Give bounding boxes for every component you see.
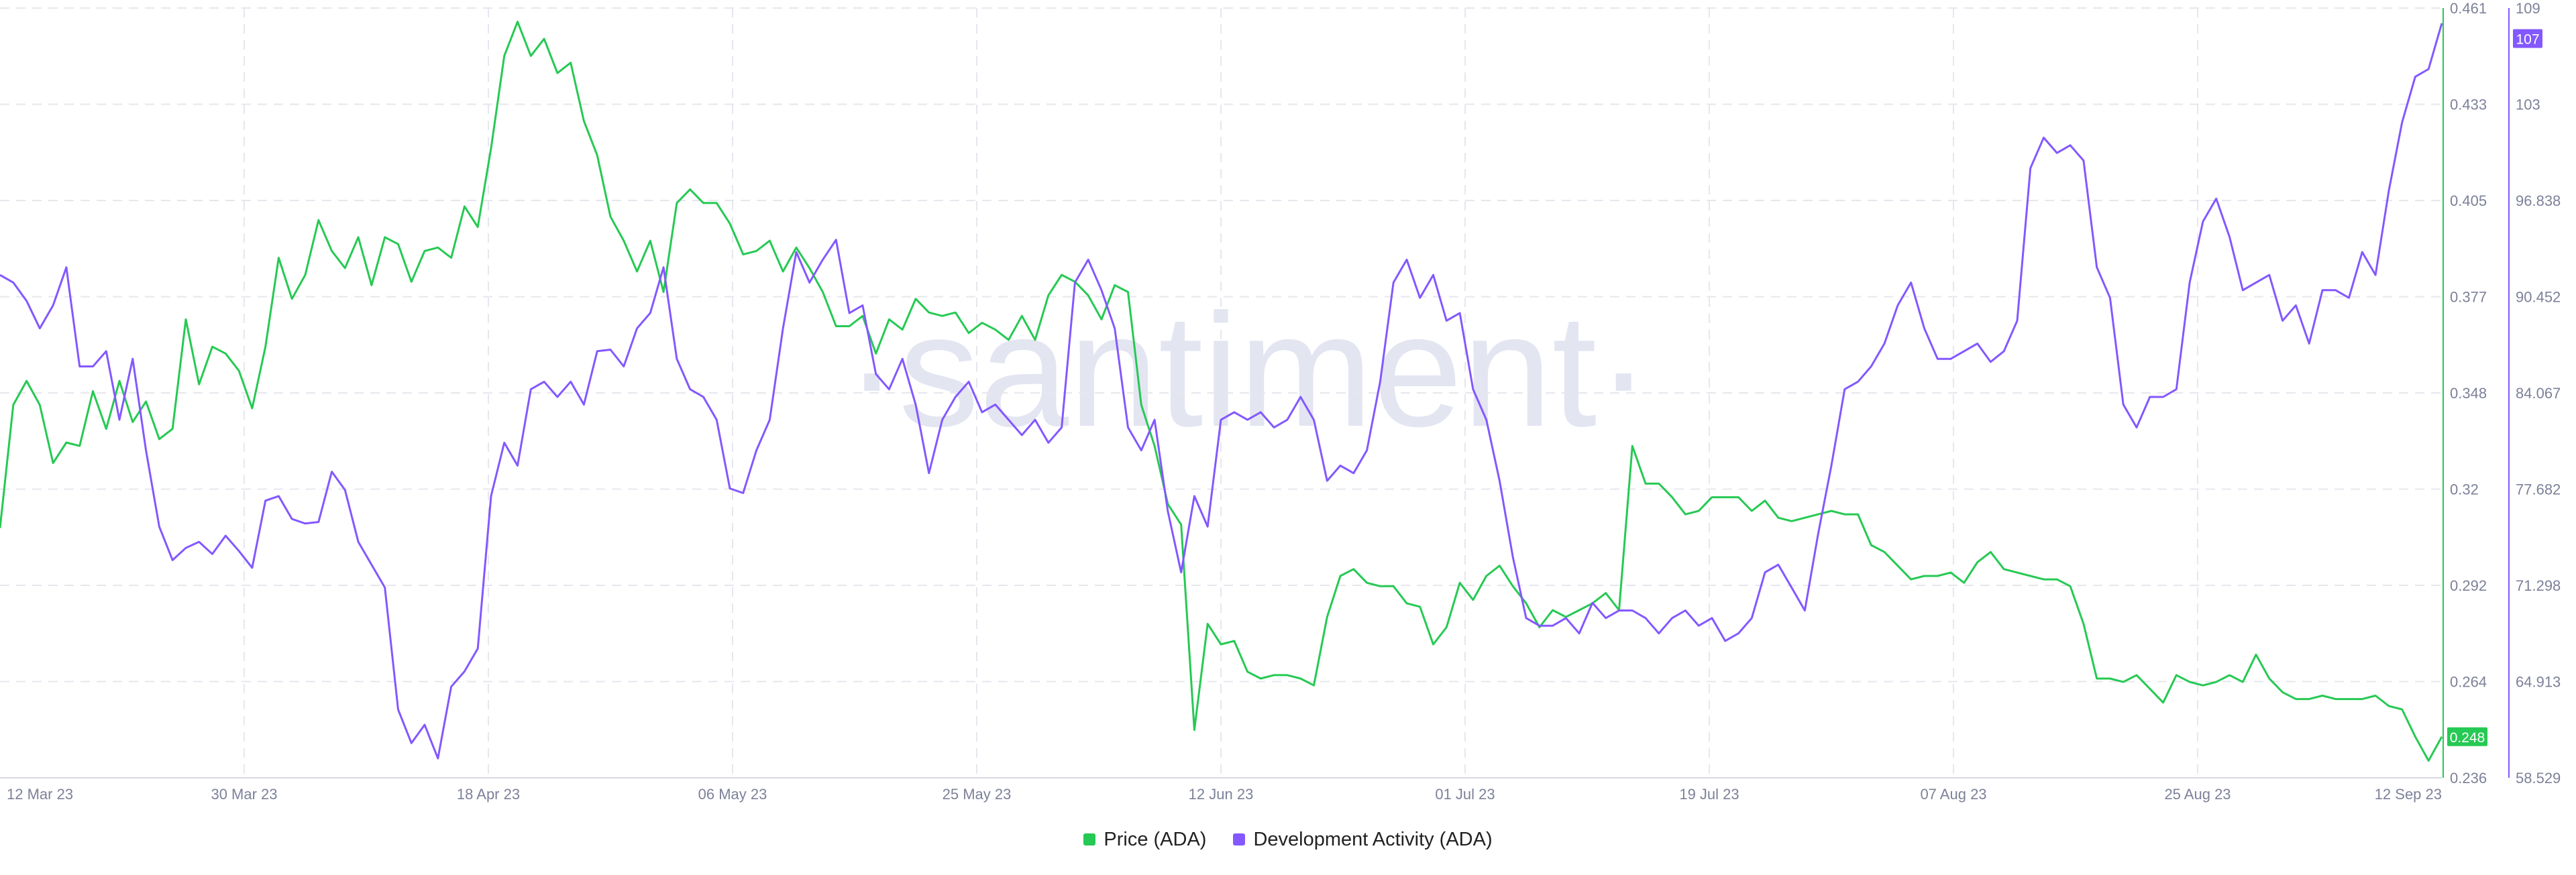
dev-tick-label: 58.529 xyxy=(2516,770,2561,786)
dev-current-value: 107 xyxy=(2516,32,2539,47)
x-tick-label: 25 Aug 23 xyxy=(2164,786,2231,803)
x-tick-label: 12 Sep 23 xyxy=(2375,786,2442,803)
x-tick-label: 19 Jul 23 xyxy=(1679,786,1739,803)
x-tick-label: 12 Mar 23 xyxy=(7,786,73,803)
dev-tick-label: 84.067 xyxy=(2516,385,2561,402)
axis-layer: 0.461 0.433 0.405 0.377 0.348 0.32 0.292 0.264 0… xyxy=(0,0,2561,803)
dev-tick-label: 109 xyxy=(2516,0,2540,17)
price-tick-label: 0.405 xyxy=(2450,192,2487,209)
x-tick-label: 06 May 23 xyxy=(698,786,767,803)
legend-label-price: Price (ADA) xyxy=(1104,828,1207,850)
legend: Price (ADA) Development Activity (ADA) xyxy=(0,826,2576,853)
price-tick-label: 0.32 xyxy=(2450,481,2479,498)
price-tick-label: 0.264 xyxy=(2450,674,2487,691)
price-tick-label: 0.292 xyxy=(2450,577,2487,594)
price-series-line xyxy=(0,20,2443,762)
santiment-watermark: ·santiment· xyxy=(845,280,1650,460)
price-current-badge xyxy=(2447,727,2487,746)
price-tick-label: 0.377 xyxy=(2450,289,2487,306)
x-tick-label: 07 Aug 23 xyxy=(1920,786,1986,803)
price-tick-label: 0.433 xyxy=(2450,97,2487,113)
x-tick-label: 25 May 23 xyxy=(943,786,1012,803)
legend-swatch-dev xyxy=(1233,833,1246,845)
series-layer xyxy=(0,20,2443,762)
x-tick-label: 12 Jun 23 xyxy=(1189,786,1254,803)
dev-tick-label: 90.452 xyxy=(2516,289,2561,306)
dev-current-badge xyxy=(2513,29,2542,48)
legend-swatch-price xyxy=(1083,833,1096,845)
price-current-value: 0.248 xyxy=(2450,730,2485,746)
legend-item-price[interactable]: Price (ADA) xyxy=(1083,829,1206,851)
dev-tick-label: 103 xyxy=(2516,97,2540,113)
dev-tick-label: 64.913 xyxy=(2516,674,2561,691)
legend-item-dev[interactable]: Development Activity (ADA) xyxy=(1233,828,1493,851)
x-tick-label: 30 Mar 23 xyxy=(211,786,277,803)
price-tick-label: 0.348 xyxy=(2450,385,2487,402)
dev-tick-label: 96.838 xyxy=(2516,192,2561,209)
dev-tick-label: 71.298 xyxy=(2516,577,2561,594)
x-tick-label: 01 Jul 23 xyxy=(1435,786,1495,803)
legend-label-dev: Development Activity (ADA) xyxy=(1253,828,1493,850)
x-tick-label: 18 Apr 23 xyxy=(457,786,520,803)
price-tick-label: 0.236 xyxy=(2450,770,2487,786)
dev-activity-series-line xyxy=(0,23,2443,760)
dev-tick-label: 77.682 xyxy=(2516,481,2561,498)
price-tick-label: 0.461 xyxy=(2450,0,2487,17)
